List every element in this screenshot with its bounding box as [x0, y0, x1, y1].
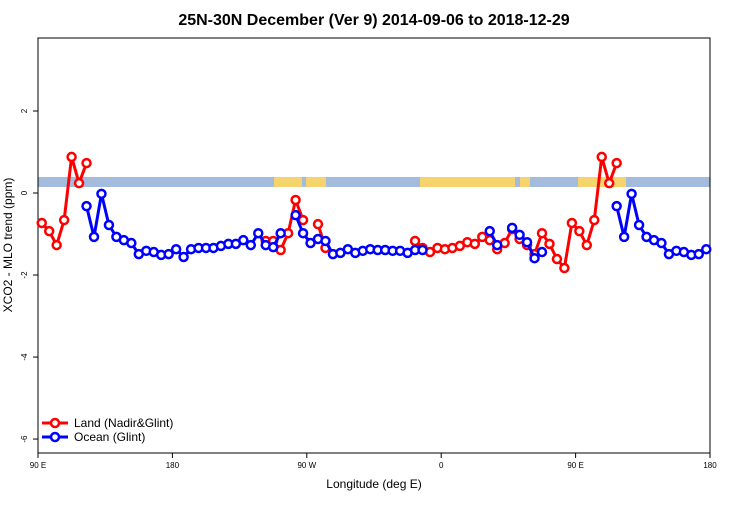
x-tick-label: 180: [166, 461, 180, 470]
data-point: [43, 225, 55, 237]
data-point: [297, 227, 309, 239]
data-point: [51, 239, 62, 251]
data-point: [521, 236, 533, 248]
y-axis-label: XCO2 - MLO trend (ppm): [1, 178, 15, 313]
data-point: [36, 217, 47, 229]
legend-label: Ocean (Glint): [74, 430, 145, 444]
data-point: [170, 243, 182, 255]
data-point: [559, 262, 570, 274]
data-point: [163, 248, 174, 260]
y-tick-label: -2: [20, 271, 29, 279]
data-point: [536, 227, 548, 239]
y-tick-label: -6: [20, 435, 29, 443]
data-point: [581, 239, 593, 251]
data-point: [267, 241, 279, 253]
land-strip: [274, 177, 302, 187]
legend-marker: [49, 431, 61, 443]
data-point: [603, 177, 615, 189]
data-point: [596, 151, 607, 163]
data-point: [290, 209, 301, 221]
ocean-strip: [38, 177, 710, 187]
data-point: [484, 225, 495, 237]
data-point: [551, 253, 563, 265]
data-point: [491, 239, 503, 251]
data-point: [536, 246, 548, 258]
x-tick-label: 0: [439, 461, 444, 470]
data-point: [73, 177, 85, 189]
data-point: [320, 235, 331, 247]
data-point: [58, 214, 70, 226]
data-point: [566, 217, 578, 229]
legend-label: Land (Nadir&Glint): [74, 416, 173, 430]
chart-title: 25N-30N December (Ver 9) 2014-09-06 to 2…: [178, 12, 569, 29]
data-point: [701, 243, 712, 255]
land-strip: [520, 177, 530, 187]
land-strip: [306, 177, 326, 187]
data-point: [305, 237, 316, 249]
data-point: [275, 227, 286, 239]
data-point: [126, 237, 137, 249]
data-point: [417, 244, 428, 256]
x-tick-label: 90 E: [30, 461, 46, 470]
x-tick-label: 90 E: [567, 461, 583, 470]
data-point: [611, 157, 622, 169]
data-point: [88, 231, 100, 243]
data-point: [611, 200, 622, 212]
data-point: [81, 157, 92, 169]
y-tick-label: 0: [20, 190, 29, 195]
land-strip: [578, 177, 626, 187]
data-point: [81, 200, 92, 212]
y-tick-label: -4: [20, 353, 29, 361]
data-point: [656, 237, 667, 249]
data-point: [238, 234, 249, 246]
data-point: [514, 229, 525, 241]
data-point: [409, 235, 421, 247]
x-tick-label: 180: [703, 461, 717, 470]
data-point: [633, 219, 645, 231]
x-axis-label: Longitude (deg E): [326, 477, 421, 491]
data-point: [589, 214, 600, 226]
data-point: [544, 238, 555, 250]
land-strip: [420, 177, 515, 187]
data-point: [253, 227, 264, 239]
data-point: [618, 231, 630, 243]
data-point: [574, 225, 585, 237]
data-point: [626, 188, 637, 200]
data-point: [529, 252, 540, 264]
legend-marker: [49, 417, 61, 429]
data-point: [290, 194, 301, 206]
data-point: [469, 238, 481, 250]
data-point: [66, 151, 77, 163]
data-point: [693, 248, 705, 260]
data-point: [245, 239, 257, 251]
x-tick-label: 90 W: [297, 461, 316, 470]
data-point: [103, 219, 115, 231]
data-point: [506, 222, 518, 234]
data-point: [96, 188, 107, 200]
y-tick-label: 2: [20, 108, 29, 113]
data-point: [312, 218, 324, 230]
land-ocean-strip: [38, 177, 710, 187]
data-point: [178, 251, 189, 263]
